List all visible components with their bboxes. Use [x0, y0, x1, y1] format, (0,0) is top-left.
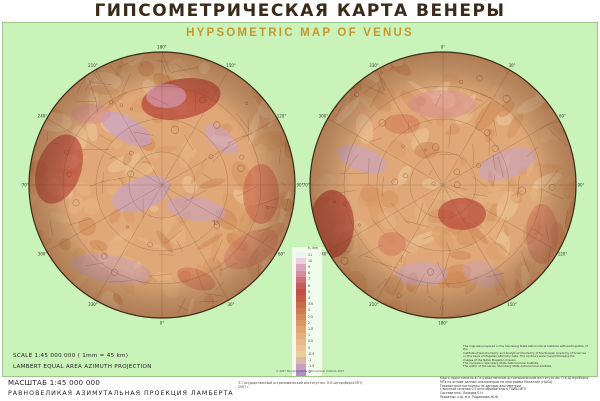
legend-label: 0.5	[308, 339, 314, 344]
bottom-bar: МАСШТАБ 1:45 000 000 РАВНОВЕЛИКАЯ АЗИМУТ…	[0, 376, 600, 401]
legend-swatch	[296, 307, 306, 315]
rim-label: 90°	[577, 183, 584, 188]
legend-label: 7	[308, 277, 311, 282]
legend-swatch	[296, 338, 306, 346]
legend-label: -1.5	[308, 364, 315, 369]
rim-label: 180°	[438, 321, 448, 326]
rim-label: 150°	[507, 302, 517, 307]
legend-swatch	[296, 351, 306, 359]
map-panel: HYPSOMETRIC MAP OF VENUS 180° 150° 120° 90°…	[2, 22, 598, 377]
legend-label: 1.5	[308, 326, 314, 331]
globe-rim	[309, 51, 577, 319]
rim-label: 150°	[226, 63, 236, 68]
legend-label: 11	[308, 252, 313, 257]
legend-label: -2	[308, 370, 312, 375]
rim-label: 330°	[88, 302, 98, 307]
scale-russian: МАСШТАБ 1:45 000 000	[8, 379, 101, 387]
scale-english: SCALE 1:45 000 000 ( 1mm = 45 km)	[13, 353, 129, 359]
legend-swatch	[296, 289, 306, 297]
info-english-line: The compilers: Sternberg State Astronomi…	[463, 361, 539, 366]
info-russian-line: с высотой сечения 0.5 км и обработаны в …	[440, 387, 526, 392]
legend-label: 5	[308, 289, 311, 294]
info-russian-line: Редактор: к.ф.-м.н. Родионова Ж.Ф.	[440, 394, 499, 399]
legend-swatch	[296, 357, 306, 365]
info-russian: Карта подготовлена в Государственном аст…	[440, 376, 596, 400]
legend-swatch	[296, 283, 306, 290]
legend-label: -1	[308, 357, 312, 362]
legend-swatch	[296, 332, 306, 340]
rim-label: 60°	[278, 252, 285, 257]
western-hemisphere: 180° 150° 120° 90° 60° 30° 0° 330° 300° 270° 240° 2…	[21, 45, 303, 326]
rim-label: 210°	[369, 302, 379, 307]
projection-english: LAMBERT EQUAL AREA AZIMUTH PROJECTION	[13, 364, 152, 370]
globe-rim	[28, 51, 296, 319]
info-english: The map was prepared in the Sternberg St…	[463, 344, 593, 369]
info-english-line: The editor of the series: Sternberg Stat…	[463, 364, 552, 369]
western-hemisphere-globe: 180° 150° 120° 90° 60° 30° 0° 330° 300° 270° 240° 2…	[21, 45, 303, 326]
legend-swatch	[296, 369, 306, 376]
eastern-hemisphere: 0° 30° 60° 90° 120° 150° 180° 210° 240° 270° 300° 3…	[302, 45, 584, 326]
rim-label: 120°	[277, 114, 287, 119]
legend-label: 2.5	[308, 314, 314, 319]
title-english: HYPSOMETRIC MAP OF VENUS	[186, 27, 414, 39]
projection-russian: РАВНОВЕЛИКАЯ АЗИМУТАЛЬНАЯ ПРОЕКЦИЯ ЛАМБЕ…	[8, 390, 234, 397]
info-english-line: Institute of Geochemistry and Analytical…	[463, 350, 586, 355]
copyright-panel: © 2007 Sternberg State Astronomical Inst…	[275, 370, 345, 373]
info-english-line: on the basis of Magellan altimetry data.…	[463, 354, 575, 359]
legend-label: 10	[308, 258, 313, 263]
elevation-legend: h, km 11 10 9 8 7 6 5 4 3.5 3 2.5 2 1.5 1 0.5 0 -0.5 -1 -1…	[292, 246, 322, 376]
legend-swatch	[296, 258, 306, 266]
info-russian-line: МГУ на основе данных альтиметрии по прог…	[440, 379, 553, 384]
legend-swatch	[296, 252, 306, 259]
copyright-russian: © Государственный астрономический инстит…	[238, 381, 364, 389]
legend-swatch	[296, 276, 306, 284]
rim-label: 240°	[38, 114, 48, 119]
eastern-hemisphere-globe: 0° 30° 60° 90° 120° 150° 180° 210° 240° 270° 300° 3…	[302, 45, 584, 326]
legend-label: -0.5	[308, 351, 315, 356]
title-russian: ГИПСОМЕТРИЧЕСКАЯ КАРТА ВЕНЕРЫ	[94, 1, 506, 21]
legend-label: 3	[308, 308, 311, 313]
rim-label: 300°	[319, 114, 329, 119]
info-russian-line: Карта подготовлена в Государственном аст…	[440, 376, 589, 380]
rim-label: 0°	[160, 321, 165, 326]
rim-label: 240°	[319, 252, 329, 257]
rim-label: 180°	[157, 45, 167, 50]
legend-swatch	[296, 295, 306, 303]
legend-swatch	[296, 363, 306, 371]
rim-label: 30°	[508, 63, 515, 68]
legend-label: 4	[308, 295, 311, 300]
legend-swatch	[296, 301, 306, 309]
rim-label: 270°	[21, 183, 29, 188]
rim-label: 30°	[227, 302, 234, 307]
legend-swatch	[296, 314, 306, 321]
rim-label: 90°	[296, 183, 303, 188]
rim-label: 300°	[38, 252, 48, 257]
legend-label: 6	[308, 283, 311, 288]
info-russian-line: Горизонтали построены по данным альтимет…	[440, 383, 521, 388]
legend-swatch	[296, 326, 306, 334]
rim-label: 210°	[88, 63, 98, 68]
legend-label: 1	[308, 333, 311, 338]
legend-label: 3.5	[308, 302, 314, 307]
legend-swatch	[296, 270, 306, 278]
info-english-line: The map was prepared in the Sternberg St…	[463, 344, 588, 352]
legend-label: 8	[308, 271, 311, 276]
legend-swatch	[296, 264, 306, 272]
legend-label: 0	[308, 345, 311, 350]
legend-header: h, km	[308, 246, 318, 250]
rim-label: 120°	[558, 252, 568, 257]
rim-label: 0°	[441, 45, 446, 50]
legend-label: 2	[308, 320, 311, 325]
legend-swatch	[296, 320, 306, 328]
rim-label: 60°	[559, 114, 566, 119]
info-russian-line: Составитель: Лазарев Е.Н.	[440, 391, 484, 396]
info-english-line: images of the NASA Magellan mission.	[463, 357, 517, 362]
legend-swatch	[296, 345, 306, 352]
rim-label: 330°	[369, 63, 379, 68]
legend-label: 9	[308, 264, 311, 269]
rim-label: 270°	[302, 183, 310, 188]
